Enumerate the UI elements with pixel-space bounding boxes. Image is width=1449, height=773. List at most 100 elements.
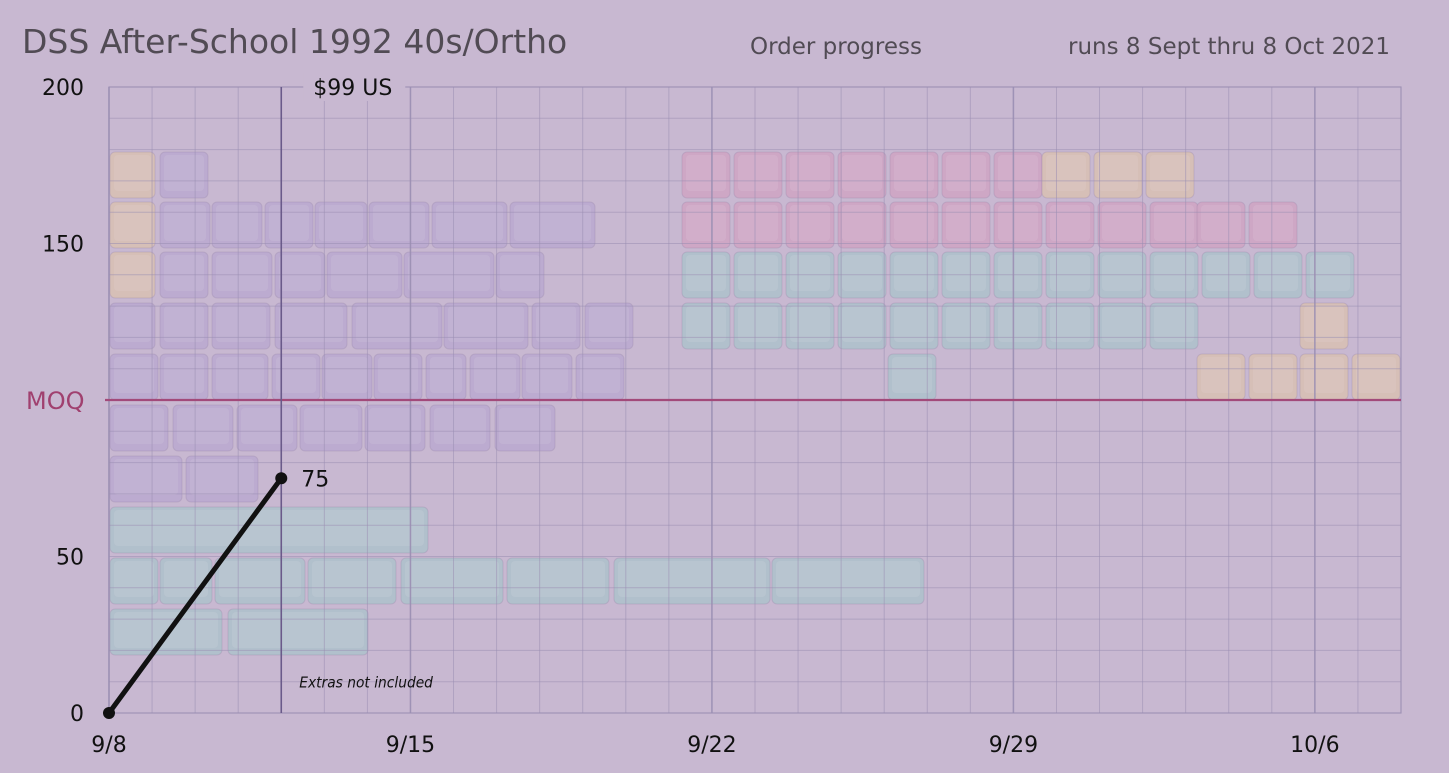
keycap-top (1102, 306, 1142, 342)
keycap-top (164, 357, 204, 393)
keycap (771, 557, 925, 605)
price-label-bg (303, 73, 406, 101)
price-label: $99 US (313, 76, 392, 101)
keycap-top (373, 205, 425, 241)
keycap-top (319, 205, 363, 241)
keycap-top (1253, 357, 1293, 393)
keycap-top (241, 408, 293, 444)
keycap-top (326, 357, 368, 393)
keycap-top (738, 205, 778, 241)
keycap-top (686, 205, 726, 241)
keycap-top (1050, 205, 1090, 241)
y-tick-label: 0 (70, 702, 84, 727)
keycap (733, 201, 783, 249)
x-tick-label: 10/6 (1290, 733, 1339, 758)
keycap-top (500, 255, 540, 291)
data-point (103, 707, 115, 719)
keycap-top (114, 205, 151, 241)
keycap (1093, 151, 1143, 199)
keycap (109, 151, 156, 199)
keycap-top (842, 306, 882, 342)
keycap-top (894, 205, 934, 241)
keycap-top (114, 306, 151, 342)
keycap-top (686, 155, 726, 191)
keycap-top (1258, 255, 1298, 291)
keycap-top (1102, 255, 1142, 291)
keycap-top (232, 612, 364, 648)
keycap-top (1304, 306, 1344, 342)
keycap (889, 201, 939, 249)
keycap-top (499, 408, 551, 444)
keycap-top (686, 306, 726, 342)
moq-label: MOQ (26, 387, 85, 415)
keycap-top (1154, 205, 1194, 241)
keycap (889, 151, 939, 199)
data-point (275, 472, 288, 485)
keycap-top (1356, 357, 1396, 393)
keycap-top (114, 612, 218, 648)
keycap-top (474, 357, 516, 393)
x-tick-label: 9/8 (91, 733, 126, 758)
keycap-top (894, 155, 934, 191)
keycap-top (434, 408, 486, 444)
keycap (1097, 201, 1147, 249)
keycap (941, 201, 991, 249)
keycap (299, 404, 363, 452)
keycap (613, 557, 771, 605)
y-tick-label: 50 (56, 546, 84, 571)
keycap-top (842, 205, 882, 241)
keycap (109, 557, 159, 605)
keycap (509, 201, 596, 249)
keycap-top (1154, 255, 1194, 291)
keycap-top (331, 255, 398, 291)
series-layer (103, 472, 288, 719)
keycap-top (164, 155, 204, 191)
keycap-top (448, 306, 524, 342)
keycap (368, 201, 430, 249)
keycap-top (1102, 205, 1142, 241)
keycap-top (1304, 357, 1344, 393)
keycap-top (1201, 357, 1241, 393)
keycap-top (216, 306, 266, 342)
keycap-top (114, 408, 164, 444)
data-label: 75 (301, 467, 329, 492)
keycap (1045, 201, 1095, 249)
keycap-top (1050, 255, 1090, 291)
keycap (506, 557, 610, 605)
keycap-top (536, 306, 576, 342)
keycap-top (114, 357, 154, 393)
keycap-top (1206, 255, 1246, 291)
keycap-top (1201, 205, 1241, 241)
keycap-top (686, 255, 726, 291)
keycap-top (114, 255, 151, 291)
keycap (1196, 201, 1246, 249)
keycap (109, 455, 183, 503)
keycap-top (894, 306, 934, 342)
keycap-top (526, 357, 568, 393)
keycap (993, 201, 1043, 249)
keycap-top (1253, 205, 1293, 241)
keycap (1248, 201, 1298, 249)
keycap-top (892, 357, 932, 393)
keycap-top (998, 306, 1038, 342)
keycap (400, 557, 504, 605)
y-tick-label: 200 (42, 76, 84, 101)
keycap-top (580, 357, 620, 393)
keycap-top (998, 205, 1038, 241)
keycap-top (279, 306, 343, 342)
keycap (681, 201, 731, 249)
date-range-label: runs 8 Sept thru 8 Oct 2021 (1068, 34, 1390, 60)
keycap (1145, 151, 1195, 199)
keycap (431, 201, 508, 249)
keycap (681, 151, 731, 199)
keycap (429, 404, 491, 452)
chart-title: DSS After-School 1992 40s/Ortho (22, 22, 567, 61)
keycap-top (790, 306, 830, 342)
keycap-top (790, 255, 830, 291)
keycap-top (790, 155, 830, 191)
reference-lines (105, 87, 1401, 713)
keycap (159, 151, 209, 199)
x-tick-label: 9/22 (687, 733, 736, 758)
